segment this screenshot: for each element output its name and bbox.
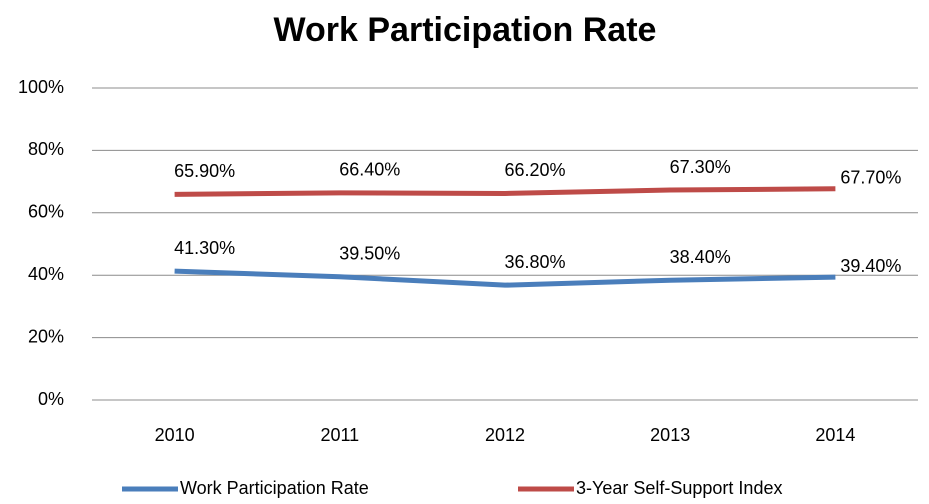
legend-label: 3-Year Self-Support Index [576,478,782,498]
data-label: 41.30% [174,238,235,258]
data-label: 39.40% [840,256,901,276]
y-tick-label: 40% [28,264,64,284]
x-tick-label: 2011 [320,425,359,445]
y-tick-label: 80% [28,139,64,159]
data-label: 65.90% [174,161,235,181]
y-tick-label: 20% [28,326,64,346]
y-tick-label: 100% [18,77,64,97]
series-line [174,268,836,288]
chart-title: Work Participation Rate [274,11,657,49]
y-tick-label: 60% [28,202,64,222]
legend-label: Work Participation Rate [180,478,369,498]
data-label: 67.30% [670,157,731,177]
series-line [174,186,836,197]
x-tick-label: 2012 [485,425,525,445]
data-label: 67.70% [840,168,901,188]
data-label: 36.80% [504,252,565,272]
data-label: 38.40% [670,247,731,267]
y-tick-label: 0% [38,389,64,409]
x-tick-label: 2013 [650,425,690,445]
x-tick-label: 2014 [815,425,855,445]
data-label: 39.50% [339,244,400,264]
x-tick-label: 2010 [155,425,195,445]
data-label: 66.20% [504,160,565,180]
data-label: 66.40% [339,160,400,180]
